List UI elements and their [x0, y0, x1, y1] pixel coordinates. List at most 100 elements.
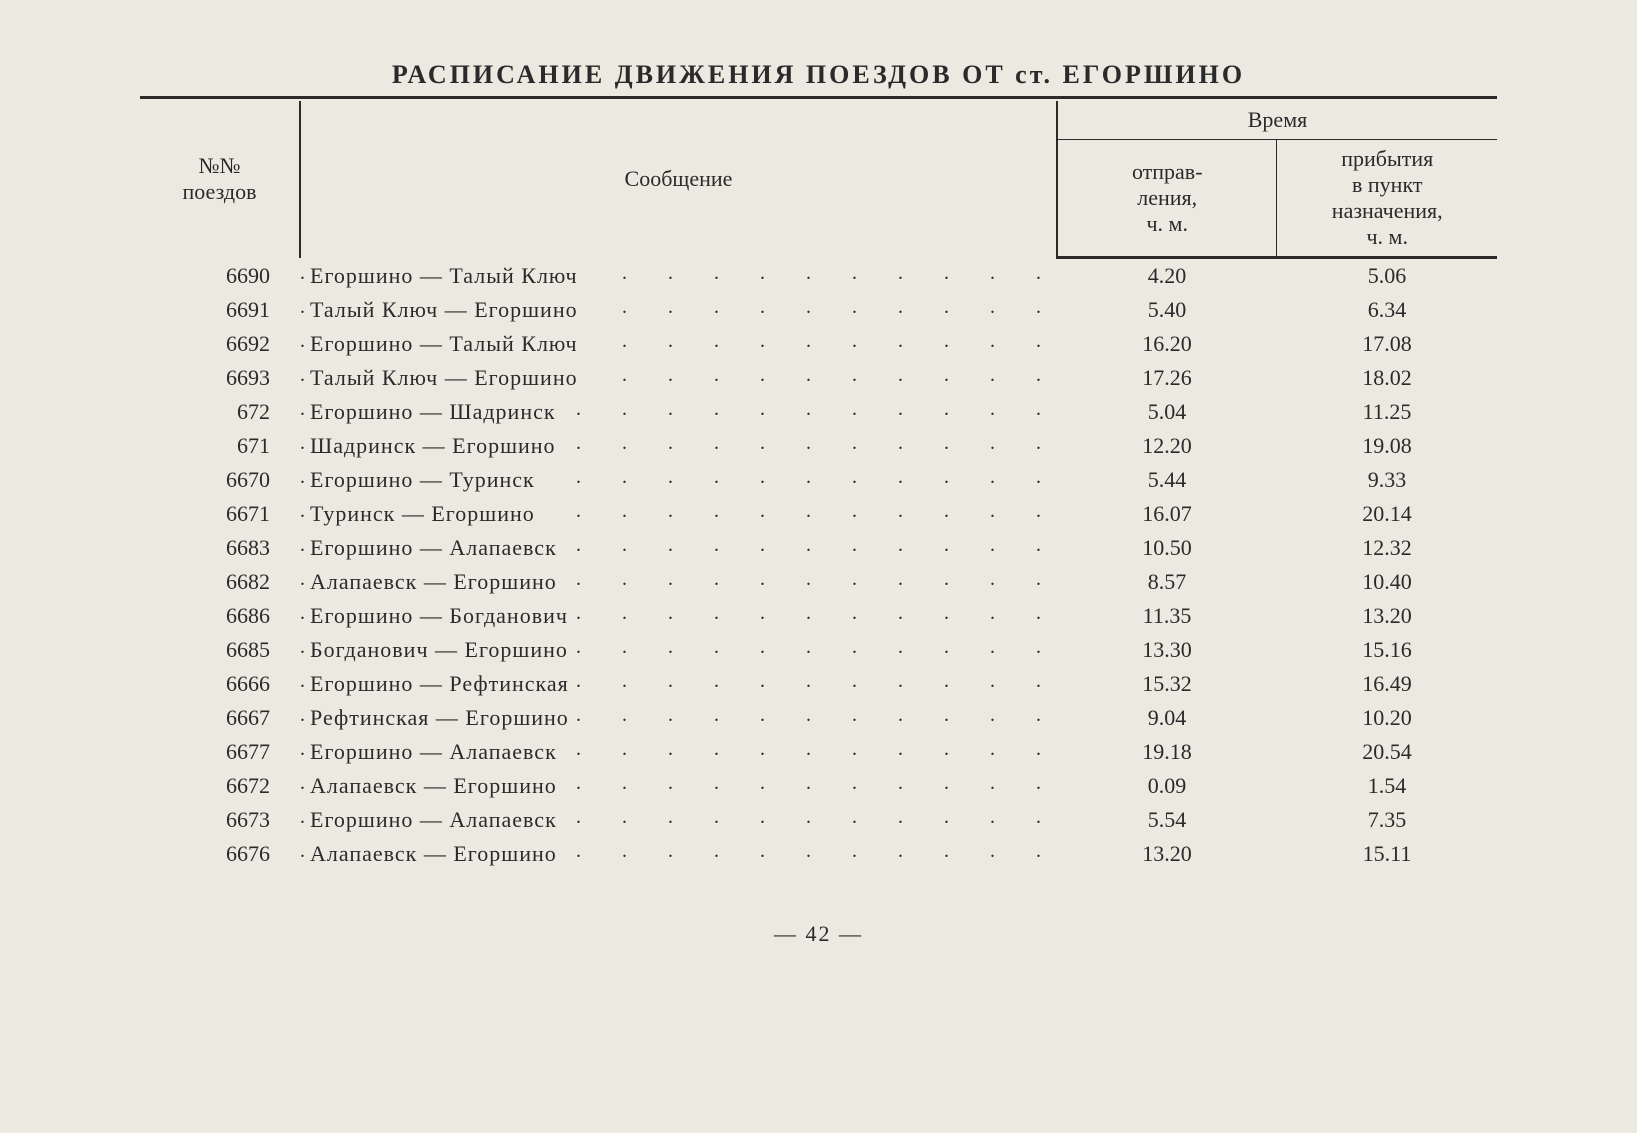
arrival-time: 1.54 — [1277, 769, 1497, 803]
train-number: 6666 — [140, 667, 300, 701]
departure-time: 13.30 — [1057, 633, 1277, 667]
train-number: 6685 — [140, 633, 300, 667]
route-text: Егоршино — Алапаевск — [310, 807, 563, 832]
train-number: 6667 — [140, 701, 300, 735]
route-cell: . . . . . . . . . . . . . . . . . . . . … — [300, 735, 1057, 769]
train-number: 6670 — [140, 463, 300, 497]
table-row: 6682. . . . . . . . . . . . . . . . . . … — [140, 565, 1497, 599]
table-row: 6693. . . . . . . . . . . . . . . . . . … — [140, 361, 1497, 395]
departure-time: 17.26 — [1057, 361, 1277, 395]
departure-time: 5.40 — [1057, 293, 1277, 327]
departure-time: 4.20 — [1057, 258, 1277, 294]
route-cell: . . . . . . . . . . . . . . . . . . . . … — [300, 497, 1057, 531]
table-row: 6683. . . . . . . . . . . . . . . . . . … — [140, 531, 1497, 565]
departure-time: 10.50 — [1057, 531, 1277, 565]
route-text: Рефтинская — Егоршино — [310, 705, 575, 730]
arrival-time: 6.34 — [1277, 293, 1497, 327]
train-number: 671 — [140, 429, 300, 463]
route-cell: . . . . . . . . . . . . . . . . . . . . … — [300, 633, 1057, 667]
route-cell: . . . . . . . . . . . . . . . . . . . . … — [300, 361, 1057, 395]
route-text: Талый Ключ — Егоршино — [310, 365, 584, 390]
departure-time: 15.32 — [1057, 667, 1277, 701]
departure-time: 12.20 — [1057, 429, 1277, 463]
route-text: Егоршино — Талый Ключ — [310, 263, 584, 288]
table-row: 6686. . . . . . . . . . . . . . . . . . … — [140, 599, 1497, 633]
page-title: РАСПИСАНИЕ ДВИЖЕНИЯ ПОЕЗДОВ ОТ ст. ЕГОРШ… — [140, 60, 1497, 90]
col-header-route: Сообщение — [300, 101, 1057, 258]
departure-time: 11.35 — [1057, 599, 1277, 633]
col-header-route-text: Сообщение — [625, 166, 733, 191]
departure-time: 16.07 — [1057, 497, 1277, 531]
arrival-time: 13.20 — [1277, 599, 1497, 633]
arrival-time: 17.08 — [1277, 327, 1497, 361]
arrival-time: 10.40 — [1277, 565, 1497, 599]
route-text: Егоршино — Шадринск — [310, 399, 562, 424]
train-number: 6671 — [140, 497, 300, 531]
train-number: 6673 — [140, 803, 300, 837]
table-row: 671. . . . . . . . . . . . . . . . . . .… — [140, 429, 1497, 463]
route-cell: . . . . . . . . . . . . . . . . . . . . … — [300, 258, 1057, 294]
arrival-time: 5.06 — [1277, 258, 1497, 294]
train-number: 6683 — [140, 531, 300, 565]
table-row: 6677. . . . . . . . . . . . . . . . . . … — [140, 735, 1497, 769]
arrival-time: 16.49 — [1277, 667, 1497, 701]
train-number: 6677 — [140, 735, 300, 769]
train-number: 6682 — [140, 565, 300, 599]
table-row: 6685. . . . . . . . . . . . . . . . . . … — [140, 633, 1497, 667]
train-number: 6691 — [140, 293, 300, 327]
table-row: 6667. . . . . . . . . . . . . . . . . . … — [140, 701, 1497, 735]
route-text: Егоршино — Туринск — [310, 467, 541, 492]
table-row: 6673. . . . . . . . . . . . . . . . . . … — [140, 803, 1497, 837]
arrival-time: 19.08 — [1277, 429, 1497, 463]
table-row: 6691. . . . . . . . . . . . . . . . . . … — [140, 293, 1497, 327]
arrival-time: 7.35 — [1277, 803, 1497, 837]
col-header-train-text: №№ поездов — [183, 153, 257, 204]
top-rule — [140, 96, 1497, 99]
schedule-table: №№ поездов Сообщение Время отправ- ления… — [140, 101, 1497, 871]
route-text: Егоршино — Богданович — [310, 603, 574, 628]
arrival-time: 10.20 — [1277, 701, 1497, 735]
arrival-time: 11.25 — [1277, 395, 1497, 429]
route-text: Алапаевск — Егоршино — [310, 773, 563, 798]
route-cell: . . . . . . . . . . . . . . . . . . . . … — [300, 565, 1057, 599]
col-header-arr: прибытия в пункт назначения, ч. м. — [1277, 140, 1497, 258]
col-header-time-text: Время — [1248, 107, 1307, 132]
timetable-page: РАСПИСАНИЕ ДВИЖЕНИЯ ПОЕЗДОВ ОТ ст. ЕГОРШ… — [140, 60, 1497, 947]
route-cell: . . . . . . . . . . . . . . . . . . . . … — [300, 803, 1057, 837]
col-header-train: №№ поездов — [140, 101, 300, 258]
departure-time: 9.04 — [1057, 701, 1277, 735]
table-row: 672. . . . . . . . . . . . . . . . . . .… — [140, 395, 1497, 429]
route-cell: . . . . . . . . . . . . . . . . . . . . … — [300, 599, 1057, 633]
route-cell: . . . . . . . . . . . . . . . . . . . . … — [300, 293, 1057, 327]
arrival-time: 12.32 — [1277, 531, 1497, 565]
route-text: Егоршино — Алапаевск — [310, 739, 563, 764]
departure-time: 13.20 — [1057, 837, 1277, 871]
page-number: — 42 — — [140, 921, 1497, 947]
train-number: 6690 — [140, 258, 300, 294]
table-header: №№ поездов Сообщение Время отправ- ления… — [140, 101, 1497, 258]
departure-time: 0.09 — [1057, 769, 1277, 803]
departure-time: 5.44 — [1057, 463, 1277, 497]
table-row: 6670. . . . . . . . . . . . . . . . . . … — [140, 463, 1497, 497]
train-number: 6672 — [140, 769, 300, 803]
route-text: Богданович — Егоршино — [310, 637, 574, 662]
arrival-time: 18.02 — [1277, 361, 1497, 395]
route-text: Егоршино — Алапаевск — [310, 535, 563, 560]
route-cell: . . . . . . . . . . . . . . . . . . . . … — [300, 701, 1057, 735]
route-text: Талый Ключ — Егоршино — [310, 297, 584, 322]
table-row: 6666. . . . . . . . . . . . . . . . . . … — [140, 667, 1497, 701]
train-number: 6692 — [140, 327, 300, 361]
route-cell: . . . . . . . . . . . . . . . . . . . . … — [300, 429, 1057, 463]
col-header-dep-text: отправ- ления, ч. м. — [1132, 159, 1203, 236]
route-cell: . . . . . . . . . . . . . . . . . . . . … — [300, 395, 1057, 429]
departure-time: 5.54 — [1057, 803, 1277, 837]
route-text: Егоршино — Талый Ключ — [310, 331, 584, 356]
departure-time: 19.18 — [1057, 735, 1277, 769]
arrival-time: 9.33 — [1277, 463, 1497, 497]
arrival-time: 15.11 — [1277, 837, 1497, 871]
train-number: 672 — [140, 395, 300, 429]
table-row: 6690. . . . . . . . . . . . . . . . . . … — [140, 258, 1497, 294]
table-row: 6671. . . . . . . . . . . . . . . . . . … — [140, 497, 1497, 531]
col-header-arr-text: прибытия в пункт назначения, ч. м. — [1332, 146, 1443, 249]
route-cell: . . . . . . . . . . . . . . . . . . . . … — [300, 769, 1057, 803]
